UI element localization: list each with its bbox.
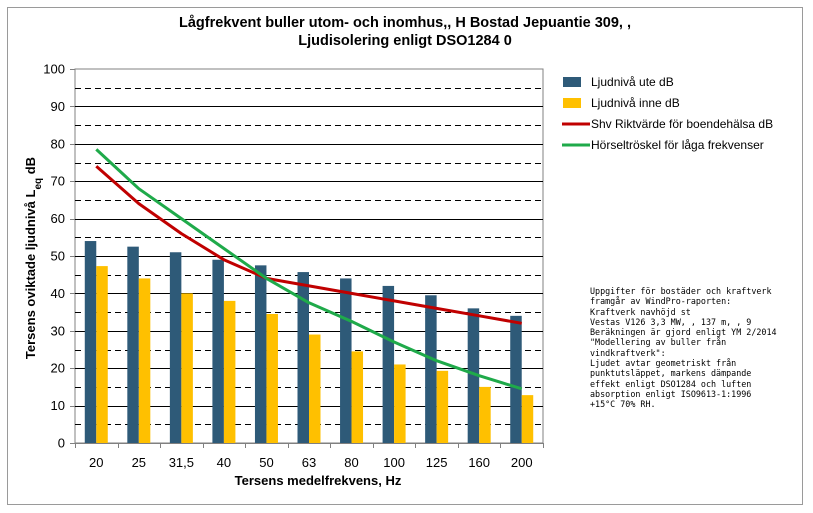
line-threshold-series bbox=[95, 148, 523, 391]
y-tick-label: 70 bbox=[51, 174, 65, 189]
x-tick-label: 80 bbox=[344, 455, 358, 470]
y-axis-title-sub: eq bbox=[33, 178, 44, 190]
bar-indoor bbox=[351, 351, 364, 443]
x-tick-label: 125 bbox=[426, 455, 448, 470]
x-tick-label: 160 bbox=[468, 455, 490, 470]
bar-outdoor bbox=[169, 252, 182, 443]
x-tick-label: 31,5 bbox=[169, 455, 194, 470]
legend-label: Hörseltröskel för låga frekvenser bbox=[591, 138, 764, 152]
bar-outdoor bbox=[425, 295, 437, 443]
bar-outdoor bbox=[467, 308, 480, 443]
legend-label: Ljudnivå inne dB bbox=[591, 96, 680, 110]
legend-item: Ljudnivå ute dB bbox=[563, 75, 674, 89]
y-tick-label: 10 bbox=[51, 398, 65, 413]
legend-swatch bbox=[563, 77, 581, 87]
axes bbox=[70, 69, 544, 448]
x-axis-title: Tersens medelfrekvens, Hz bbox=[235, 473, 402, 488]
legend: Ljudnivå ute dB Ljudnivå inne dB Shv Riktv… bbox=[562, 75, 773, 152]
bar-outdoor bbox=[510, 315, 522, 443]
y-axis-title-suffix: dB bbox=[23, 157, 38, 178]
bar-indoor bbox=[96, 266, 108, 443]
info-note: Uppgifter för bostäder och kraftverk fra… bbox=[590, 286, 777, 410]
bar-indoor bbox=[181, 293, 193, 443]
bar-indoor bbox=[394, 364, 406, 443]
bar-outdoor bbox=[84, 241, 97, 443]
bar-outdoor bbox=[127, 246, 139, 443]
bar-indoor bbox=[436, 370, 449, 443]
bar-indoor bbox=[479, 386, 491, 443]
y-tick-label: 50 bbox=[51, 249, 65, 264]
y-tick-label: 0 bbox=[58, 436, 65, 451]
bars bbox=[84, 241, 534, 443]
y-tick-label: 20 bbox=[51, 361, 65, 376]
legend-item: Ljudnivå inne dB bbox=[563, 96, 680, 110]
y-tick-label: 30 bbox=[51, 323, 65, 338]
chart-frame bbox=[7, 7, 803, 505]
x-tick-label: 40 bbox=[217, 455, 231, 470]
bar-outdoor bbox=[382, 285, 395, 443]
y-tick-labels: 0 10 20 30 40 50 60 70 80 90 100 bbox=[43, 62, 65, 451]
y-axis-title-main: Tersens oviktade ljudnivå L bbox=[23, 189, 38, 359]
y-tick-label: 60 bbox=[51, 211, 65, 226]
bar-indoor bbox=[223, 300, 236, 443]
x-tick-label: 50 bbox=[259, 455, 273, 470]
y-tick-label: 100 bbox=[43, 62, 65, 77]
legend-swatch bbox=[563, 98, 581, 108]
bar-outdoor bbox=[340, 278, 352, 443]
bar-indoor bbox=[521, 395, 534, 443]
bar-indoor bbox=[266, 313, 278, 443]
x-tick-label: 25 bbox=[132, 455, 146, 470]
x-tick-label: 100 bbox=[383, 455, 405, 470]
line-guideline-series bbox=[95, 165, 522, 325]
bar-indoor bbox=[309, 334, 321, 443]
bar-outdoor bbox=[297, 272, 309, 443]
legend-item: Shv Riktvärde för boendehälsa dB bbox=[562, 117, 773, 131]
x-tick-label: 20 bbox=[89, 455, 103, 470]
y-tick-label: 80 bbox=[51, 136, 65, 151]
y-tick-label: 90 bbox=[51, 99, 65, 114]
x-tick-label: 200 bbox=[511, 455, 533, 470]
legend-label: Shv Riktvärde för boendehälsa dB bbox=[591, 117, 773, 131]
y-axis-title: Tersens oviktade ljudnivå Leq dB bbox=[23, 157, 44, 359]
series-lines bbox=[95, 148, 523, 391]
legend-item: Hörseltröskel för låga frekvenser bbox=[562, 138, 764, 152]
chart-title: Lågfrekvent buller utom- och inomhus,, H… bbox=[179, 15, 631, 49]
x-tick-labels: 20 25 31,5 40 50 63 80 100 125 160 200 bbox=[89, 455, 533, 470]
bar-outdoor bbox=[254, 265, 267, 443]
bar-outdoor bbox=[212, 259, 224, 443]
y-tick-label: 40 bbox=[51, 286, 65, 301]
legend-label: Ljudnivå ute dB bbox=[591, 75, 674, 89]
x-tick-label: 63 bbox=[302, 455, 316, 470]
bar-indoor bbox=[138, 278, 151, 443]
